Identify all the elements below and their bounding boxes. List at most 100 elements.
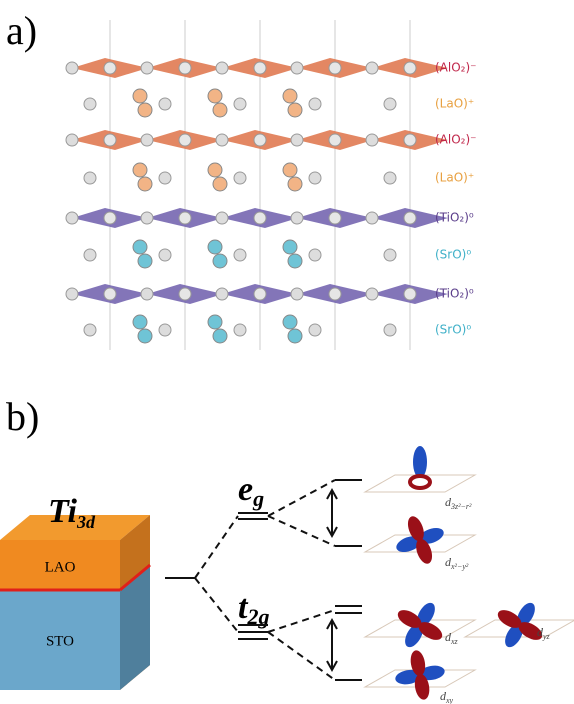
a-site xyxy=(133,163,147,177)
t2g-label: t2g xyxy=(238,589,269,629)
oxygen xyxy=(291,134,303,146)
oxygen xyxy=(309,98,321,110)
panel-label: a) xyxy=(6,8,37,53)
oxygen xyxy=(309,172,321,184)
oxygen xyxy=(159,98,171,110)
a-site xyxy=(288,329,302,343)
figure: a) (AlO₂)⁻ (LaO)⁺ (AlO₂)⁻ (LaO)⁺ (TiO₂)⁰ (SrO… xyxy=(0,0,574,704)
layer-label: (AlO₂)⁻ xyxy=(435,61,477,75)
oxygen xyxy=(159,172,171,184)
crystal-lattice xyxy=(66,20,448,350)
cation xyxy=(179,134,191,146)
oxygen xyxy=(84,324,96,336)
ion: Ti xyxy=(48,493,78,530)
oxygen xyxy=(234,249,246,261)
a-site xyxy=(283,163,297,177)
layer-name: STO xyxy=(46,633,74,649)
oxygen xyxy=(216,212,228,224)
oxygen xyxy=(159,324,171,336)
lobe xyxy=(413,446,427,478)
layer-name: LAO xyxy=(45,559,76,575)
orbital-label: dxy xyxy=(440,689,454,704)
oxygen xyxy=(141,62,153,74)
layer-labels: (AlO₂)⁻(LaO)⁺(AlO₂)⁻(LaO)⁺(TiO₂)⁰(SrO)⁰(… xyxy=(435,61,477,337)
oxygen xyxy=(366,212,378,224)
oxygen xyxy=(66,62,78,74)
cation xyxy=(179,212,191,224)
a-site xyxy=(288,177,302,191)
connector xyxy=(195,516,238,578)
a-site xyxy=(213,177,227,191)
oxygen xyxy=(141,134,153,146)
cation xyxy=(179,62,191,74)
connector xyxy=(268,480,335,516)
a-site xyxy=(288,254,302,268)
a-site xyxy=(133,315,147,329)
cation xyxy=(404,288,416,300)
eg-sub: g xyxy=(252,486,264,511)
ion-label: Ti3d xyxy=(48,493,96,532)
cation xyxy=(404,62,416,74)
ring xyxy=(410,476,430,488)
cation xyxy=(254,134,266,146)
cation xyxy=(104,288,116,300)
layer-label: (AlO₂)⁻ xyxy=(435,133,477,147)
panel-label: b) xyxy=(6,394,39,439)
orbital-label: dyz xyxy=(537,625,551,641)
orbital-sub: 3z²−r² xyxy=(450,502,472,511)
a-site xyxy=(133,240,147,254)
a-site xyxy=(138,103,152,117)
eg: e xyxy=(238,471,253,508)
cation xyxy=(104,134,116,146)
cation xyxy=(254,212,266,224)
cation xyxy=(104,62,116,74)
connector xyxy=(268,516,335,546)
oxygen xyxy=(291,212,303,224)
a-site xyxy=(213,103,227,117)
heterostructure-block: LAO STO xyxy=(0,515,150,690)
oxygen xyxy=(159,249,171,261)
a-site xyxy=(213,329,227,343)
oxygen xyxy=(291,62,303,74)
oxygen xyxy=(384,98,396,110)
cation xyxy=(329,62,341,74)
oxygen xyxy=(384,249,396,261)
layer-label: (TiO₂)⁰ xyxy=(435,287,474,301)
orbital-label: dx²−y² xyxy=(445,555,469,571)
a-site xyxy=(208,163,222,177)
oxygen xyxy=(141,288,153,300)
oxygen xyxy=(66,212,78,224)
orbital-label: dxz xyxy=(445,630,459,646)
oxygen xyxy=(234,324,246,336)
cation xyxy=(329,212,341,224)
orbital-sub: xy xyxy=(445,696,454,704)
connector xyxy=(268,632,335,680)
eg-label: eg xyxy=(238,471,264,511)
orbital-sub: yz xyxy=(542,632,551,641)
a-site xyxy=(138,254,152,268)
cation xyxy=(404,134,416,146)
cation xyxy=(254,288,266,300)
layer-label: (LaO)⁺ xyxy=(435,171,474,185)
oxygen xyxy=(291,288,303,300)
a-site xyxy=(133,89,147,103)
oxygen xyxy=(141,212,153,224)
oxygen xyxy=(216,62,228,74)
a-site xyxy=(288,103,302,117)
cation xyxy=(254,62,266,74)
oxygen xyxy=(84,98,96,110)
connector xyxy=(195,578,238,632)
layer-label: (SrO)⁰ xyxy=(435,248,471,262)
a-site xyxy=(283,89,297,103)
a-site xyxy=(138,329,152,343)
orbital-sub: xz xyxy=(450,637,459,646)
oxygen xyxy=(66,134,78,146)
orbital-label: d3z²−r² xyxy=(445,495,472,511)
a-site xyxy=(208,89,222,103)
cation xyxy=(404,212,416,224)
oxygen xyxy=(366,62,378,74)
oxygen xyxy=(234,98,246,110)
oxygen xyxy=(366,134,378,146)
layer-label: (LaO)⁺ xyxy=(435,97,474,111)
oxygen xyxy=(309,249,321,261)
